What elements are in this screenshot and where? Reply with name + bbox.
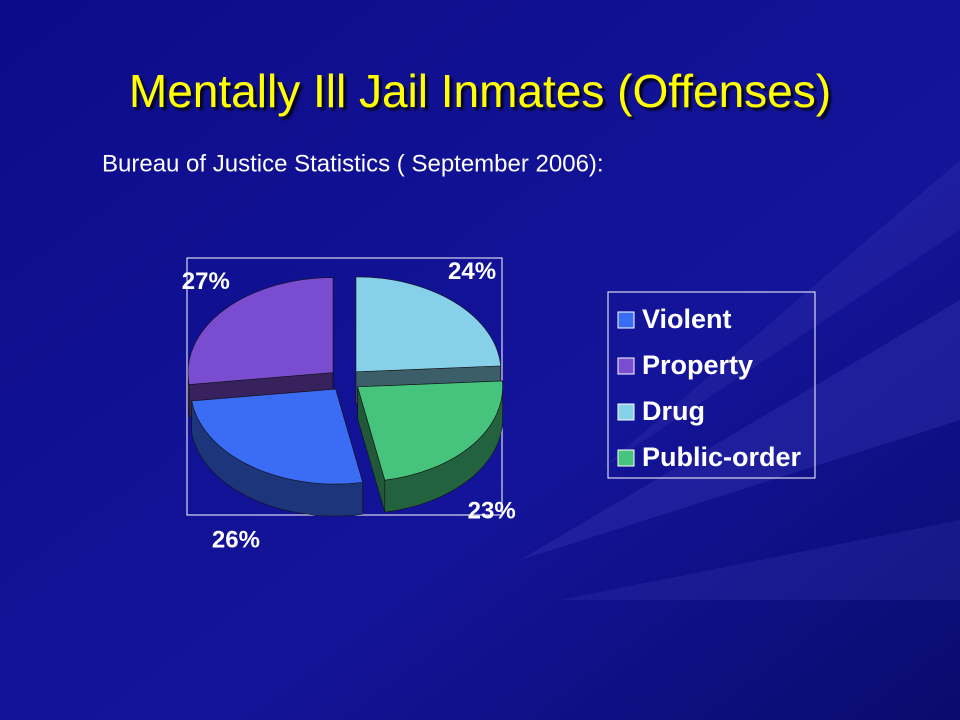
ray bbox=[520, 300, 960, 560]
data-label: 23% bbox=[468, 498, 516, 525]
ray bbox=[560, 520, 960, 600]
legend-swatch bbox=[617, 403, 635, 421]
legend bbox=[607, 291, 816, 479]
data-label: 24% bbox=[448, 258, 496, 285]
legend-swatch bbox=[617, 357, 635, 375]
legend-swatch bbox=[617, 449, 635, 467]
legend-label: Drug bbox=[642, 396, 705, 426]
data-label: 26% bbox=[212, 526, 260, 553]
subtitle: Bureau of Justice Statistics ( September… bbox=[102, 150, 604, 177]
slice bbox=[191, 388, 364, 485]
slice bbox=[355, 276, 501, 373]
ray bbox=[600, 160, 960, 470]
slice bbox=[357, 380, 503, 481]
slice-group bbox=[191, 388, 364, 517]
slice bbox=[187, 277, 334, 385]
data-label: 27% bbox=[182, 268, 230, 295]
legend-swatch bbox=[617, 311, 635, 329]
title: Mentally Ill Jail Inmates (Offenses) bbox=[129, 65, 831, 117]
legend-label: Property bbox=[642, 350, 753, 380]
legend-label: Violent bbox=[642, 304, 732, 334]
legend-label: Public-order bbox=[642, 442, 802, 472]
slice-group bbox=[357, 380, 503, 513]
